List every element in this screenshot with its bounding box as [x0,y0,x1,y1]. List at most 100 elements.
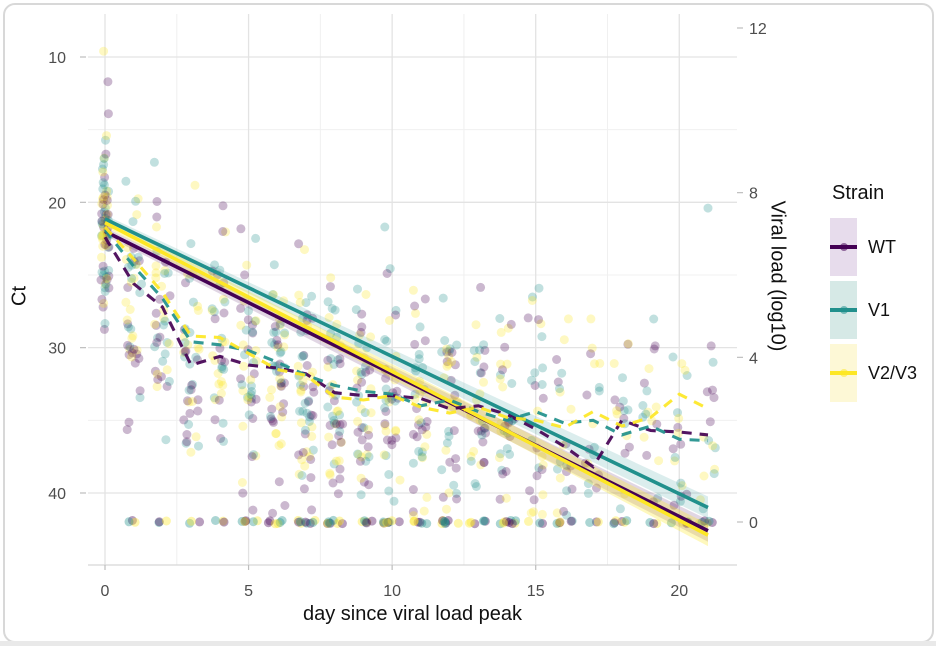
scatter-point [102,210,112,219]
scatter-point [618,396,628,406]
scatter-point [642,386,652,396]
scatter-point [182,430,192,439]
scatter-point [296,418,306,428]
scatter-point [449,480,459,490]
scatter-point [381,407,391,416]
scatter-point [152,197,162,206]
scatter-point [363,425,373,435]
scatter-points [96,46,720,529]
scatter-point [609,519,619,529]
scatter-point [441,445,451,455]
scatter-point [300,461,310,471]
scatter-point [132,349,142,359]
scatter-point [357,423,367,433]
scatter-point [210,314,220,324]
scatter-point [538,393,548,403]
scatter-point [528,292,537,302]
scatter-point [447,347,457,357]
scatter-point [362,450,372,459]
scatter-point [277,412,287,422]
scatter-point [238,421,248,431]
scatter-point [299,382,309,392]
scatter-point [96,275,106,285]
scatter-point [673,428,683,438]
scatter-point [380,419,390,429]
scatter-point [300,425,310,435]
scatter-point [326,273,336,283]
scatter-point [420,336,430,346]
scatter-point [306,473,316,483]
scatter-point [352,366,362,376]
scatter-point [471,320,481,330]
scatter-point [675,497,685,506]
scatter-point [336,437,346,447]
scatter-point [470,519,480,529]
scatter-point [186,447,196,457]
scatter-point [280,330,290,340]
scatter-point [355,456,365,466]
scatter-point [583,488,593,498]
scatter-point [99,153,109,163]
scatter-point [307,291,317,301]
scatter-point [275,518,285,527]
scatter-point [361,361,370,371]
scatter-point [97,199,107,209]
scatter-point [444,488,454,498]
scatter-point [251,233,261,243]
scatter-point [164,376,174,386]
scatter-point [524,516,533,526]
scatter-point [193,306,203,315]
scatter-point [445,457,455,467]
scatter-point [642,450,652,460]
scatter-point [123,319,133,329]
scatter-point [495,519,505,529]
scatter-point [242,260,252,270]
scatter-point [466,517,476,527]
scatter-point [417,425,427,435]
scatter-point [676,478,686,488]
scatter-point [276,381,286,391]
scatter-point [651,402,661,412]
scatter-point [335,354,345,364]
scatter-point [501,467,511,476]
scatter-point [381,384,391,394]
scatter-point [297,471,307,480]
scatter-point [383,517,393,527]
scatter-point [555,387,565,397]
scatter-point [480,345,490,355]
scatter-point [102,195,112,205]
scatter-point [293,361,303,371]
scatter-point [306,455,316,464]
scatter-point [650,341,660,351]
scatter-point [269,260,279,270]
scatter-point [639,432,649,442]
scatter-point [537,332,547,342]
scatter-point [267,404,277,414]
scatter-point [237,380,247,390]
scatter-point [276,439,286,449]
scatter-point [503,323,513,333]
scatter-point [437,347,447,357]
scatter-point [249,450,258,460]
scatter-point [529,495,539,505]
scatter-point [703,203,713,213]
scatter-point [216,389,226,398]
scatter-point [409,516,419,526]
scatter-point [207,304,217,314]
scatter-point [673,422,683,432]
scatter-point [104,265,114,275]
scatter-point [151,268,161,278]
scatter-point [129,273,139,283]
scatter-point [538,519,547,528]
y-right-tick-label: 0 [749,515,758,532]
scatter-point [414,446,424,456]
scatter-point [592,483,601,493]
scatter-point [680,365,690,375]
y-left-tick-label: 30 [48,341,66,358]
scatter-point [308,367,317,377]
scatter-point [276,378,286,388]
scatter-point [251,316,261,326]
scatter-point [619,406,629,416]
